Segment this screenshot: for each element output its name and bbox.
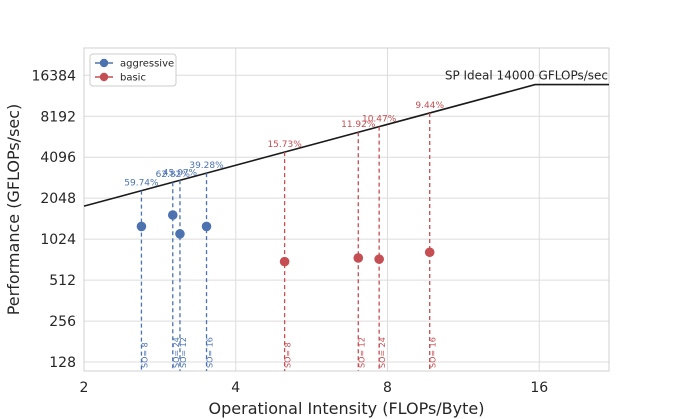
legend-box [89, 53, 177, 87]
y-tick-label: 512 [49, 273, 76, 289]
data-point [374, 254, 384, 264]
efficiency-label: 11.92% [341, 120, 376, 130]
so-label: SO= 8 [140, 342, 149, 368]
data-point [424, 247, 435, 258]
legend-marker [99, 58, 109, 68]
data-point [175, 229, 185, 239]
x-tick-label: 16 [530, 380, 548, 396]
x-axis-label: Operational Intensity (FLOPs/Byte) [209, 399, 485, 418]
so-label: SO= 16 [429, 337, 438, 368]
roofline-layer: SP Ideal 14000 GFLOPs/sec [83, 69, 609, 207]
x-tick-label: 8 [383, 380, 392, 396]
y-tick-label: 2048 [40, 191, 76, 207]
y-tick-label: 16384 [31, 68, 76, 84]
data-point [353, 253, 364, 263]
so-label: SO= 12 [179, 337, 188, 368]
data-point [136, 221, 147, 232]
tick-labels: 2 4 8 16 128 256 512 1024 2048 4096 8192 16384 [31, 68, 548, 396]
so-label: SO= 24 [378, 337, 387, 368]
efficiency-label: 45.07% [163, 168, 198, 178]
y-tick-label: 128 [49, 355, 76, 371]
y-tick-label: 4096 [40, 150, 76, 166]
legend: aggressive basic [89, 53, 177, 87]
efficiency-label: 39.28% [189, 161, 224, 171]
grid [83, 48, 609, 371]
data-point [279, 256, 290, 267]
y-tick-label: 8192 [40, 109, 76, 125]
legend-label: aggressive [120, 59, 174, 70]
legend-marker [99, 72, 109, 82]
data-point [167, 210, 178, 220]
so-label: SO= 16 [206, 337, 215, 368]
efficiency-label: 10.47% [362, 115, 397, 125]
efficiency-label: 15.73% [267, 140, 302, 150]
x-tick-label: 2 [80, 380, 89, 396]
y-tick-label: 1024 [40, 232, 76, 248]
efficiency-label: 9.44% [415, 101, 444, 111]
so-label: SO= 12 [357, 337, 366, 368]
roofline-label: SP Ideal 14000 GFLOPs/sec [445, 69, 608, 83]
x-tick-label: 4 [231, 380, 240, 396]
efficiency-label: 59.74% [124, 179, 159, 189]
y-axis-label: Performance (GFLOPs/sec) [4, 104, 23, 316]
y-tick-label: 256 [49, 314, 76, 330]
so-label: SO= 24 [172, 337, 181, 368]
series-layer: 59.74% SO= 8 62.82% SO= 24 45.07% SO= 12 39.28… [124, 101, 444, 371]
plot-frame [83, 47, 610, 372]
data-point [201, 221, 212, 232]
efficiency-label: 62.82% [156, 170, 191, 180]
so-label: SO= 8 [284, 342, 293, 368]
roofline-line [83, 83, 609, 207]
legend-label: basic [120, 73, 146, 84]
